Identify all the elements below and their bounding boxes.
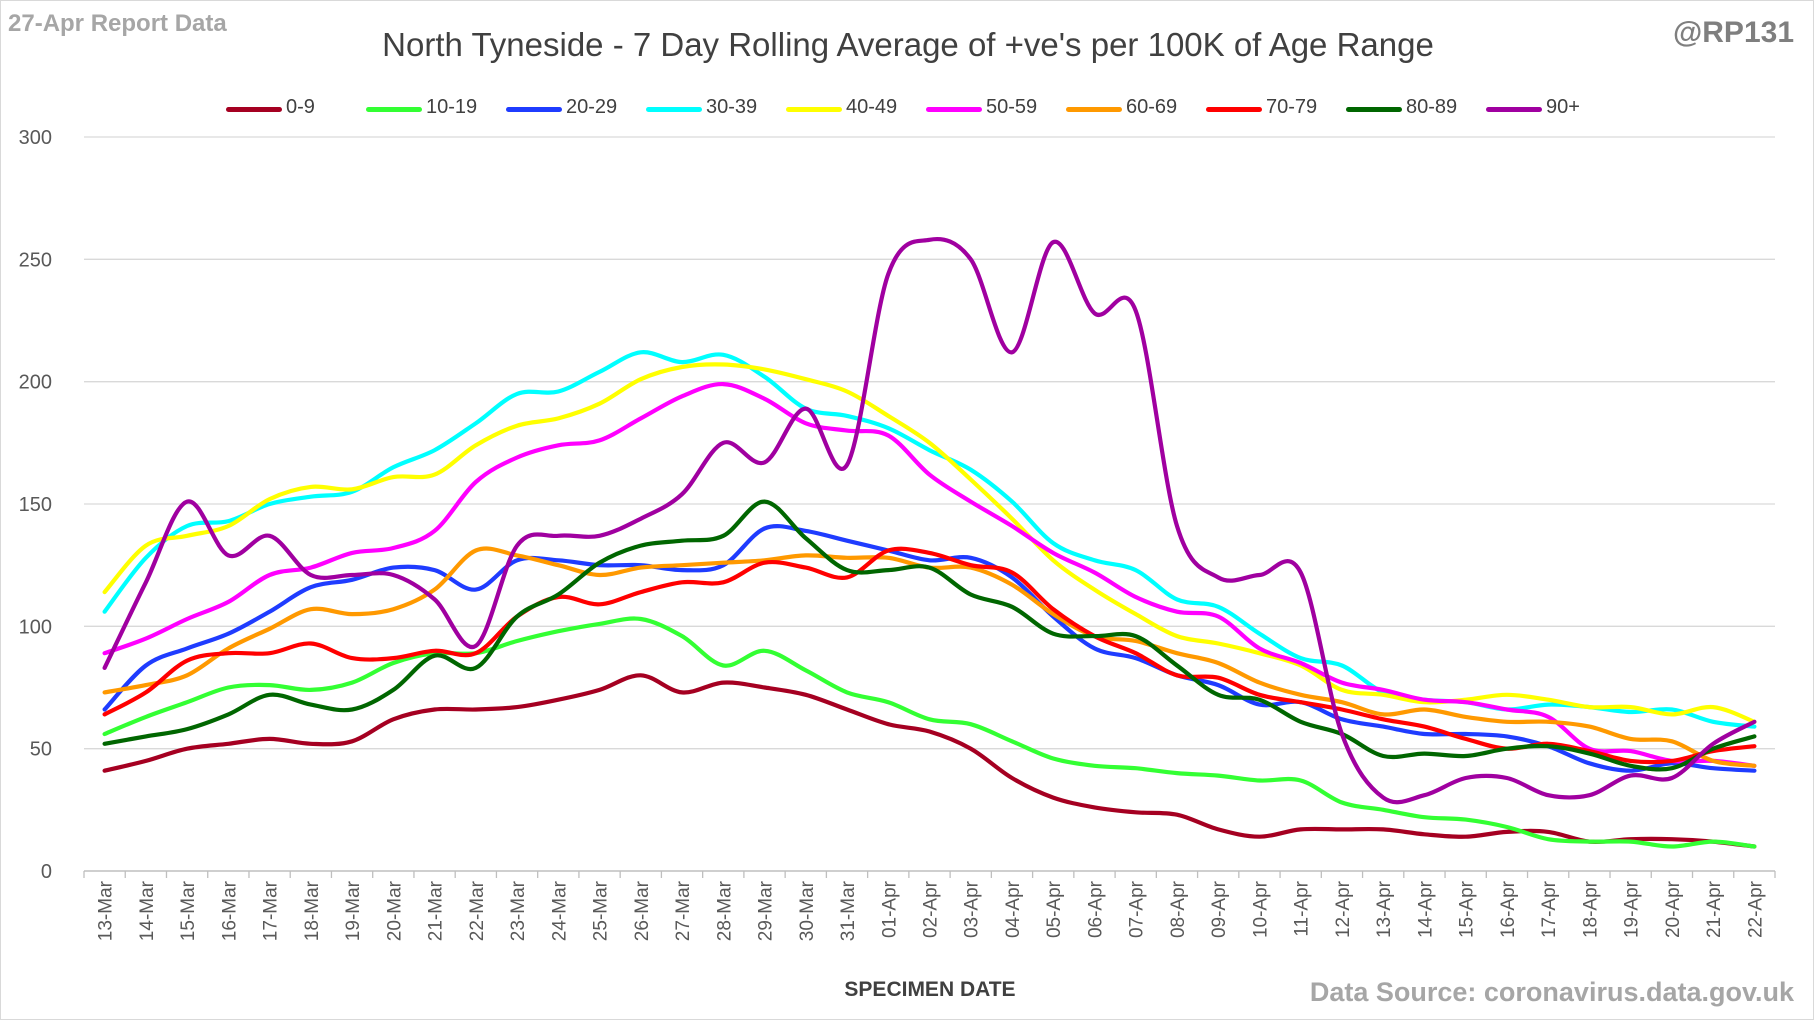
x-tick-label: 11-Apr bbox=[1292, 880, 1313, 936]
x-tick-label: 26-Mar bbox=[632, 880, 653, 941]
series-line-50-59 bbox=[102, 381, 1757, 768]
x-tick-label: 18-Apr bbox=[1580, 880, 1601, 938]
data-source-note: Data Source: coronavirus.data.gov.uk bbox=[1309, 977, 1794, 1007]
x-tick-label: 02-Apr bbox=[921, 880, 942, 938]
legend-label: 20-29 bbox=[566, 96, 618, 118]
x-tick-label: 06-Apr bbox=[1085, 880, 1106, 938]
y-tick-labels: 0 50 100 150 200 250 300 bbox=[19, 127, 52, 883]
legend-swatch bbox=[506, 107, 562, 112]
legend-label: 50-59 bbox=[986, 96, 1038, 118]
legend-swatch bbox=[366, 107, 422, 112]
x-tick-label: 04-Apr bbox=[1003, 880, 1024, 938]
chart-title: North Tyneside - 7 Day Rolling Average o… bbox=[382, 26, 1434, 63]
x-tick-label: 01-Apr bbox=[879, 880, 900, 938]
x-tick-label: 17-Apr bbox=[1539, 880, 1560, 938]
x-tick-label: 08-Apr bbox=[1168, 880, 1189, 938]
series-line-80-89 bbox=[102, 499, 1757, 772]
series-line-10-19 bbox=[102, 616, 1757, 849]
x-tick-label: 29-Mar bbox=[756, 880, 777, 941]
legend-swatch bbox=[1206, 107, 1262, 112]
x-tick-label: 12-Apr bbox=[1333, 880, 1354, 938]
x-tick-label: 19-Mar bbox=[343, 880, 364, 941]
legend-label: 80-89 bbox=[1406, 96, 1458, 118]
x-tick-label: 28-Mar bbox=[714, 880, 735, 941]
y-tick-label: 200 bbox=[19, 372, 52, 394]
legend-label: 10-19 bbox=[426, 96, 478, 118]
x-tick-label: 20-Apr bbox=[1663, 880, 1684, 938]
x-tick-label: 18-Mar bbox=[302, 880, 323, 941]
y-tick-label: 250 bbox=[19, 249, 52, 271]
series-line-90-plus bbox=[102, 237, 1757, 805]
legend-swatch bbox=[646, 107, 702, 112]
y-tick-label: 300 bbox=[19, 127, 52, 149]
x-tick-label: 19-Apr bbox=[1622, 880, 1643, 938]
series-line-0-9 bbox=[102, 673, 1757, 849]
x-tick-label: 23-Mar bbox=[508, 880, 529, 941]
series-lines bbox=[102, 237, 1757, 849]
legend-label: 70-79 bbox=[1266, 96, 1318, 118]
y-tick-label: 150 bbox=[19, 494, 52, 516]
x-tick-label: 22-Apr bbox=[1745, 880, 1766, 938]
x-tick-labels: 13-Mar 14-Mar 15-Mar 16-Mar 17-Mar 18-Mar 19-M… bbox=[96, 880, 1767, 941]
legend-swatch bbox=[1346, 107, 1402, 112]
series-line-20-29 bbox=[102, 524, 1757, 773]
series-line-70-79 bbox=[102, 546, 1757, 765]
x-tick-label: 20-Mar bbox=[384, 880, 405, 941]
x-axis-label: SPECIMEN DATE bbox=[844, 978, 1016, 1001]
legend-swatch bbox=[1486, 107, 1542, 112]
y-tick-label: 100 bbox=[19, 616, 52, 638]
grid-lines bbox=[84, 136, 1775, 750]
x-tick-label: 03-Apr bbox=[962, 880, 983, 938]
x-tick-label: 14-Mar bbox=[137, 880, 158, 941]
legend-label: 30-39 bbox=[706, 96, 758, 118]
x-tick-label: 31-Mar bbox=[838, 880, 859, 941]
legend-label: 60-69 bbox=[1126, 96, 1178, 118]
y-tick-label: 0 bbox=[41, 861, 52, 883]
legend-swatch bbox=[1066, 107, 1122, 112]
x-tick-label: 21-Apr bbox=[1704, 880, 1725, 938]
x-tick-label: 16-Mar bbox=[219, 880, 240, 941]
legend-label: 40-49 bbox=[846, 96, 898, 118]
x-tick-label: 24-Mar bbox=[549, 880, 570, 941]
legend-swatch bbox=[226, 107, 282, 112]
legend-swatch bbox=[926, 107, 982, 112]
x-tick-label: 22-Mar bbox=[467, 880, 488, 941]
x-tick-label: 21-Mar bbox=[426, 880, 447, 941]
x-tick-label: 15-Apr bbox=[1457, 880, 1478, 938]
y-tick-label: 50 bbox=[30, 739, 52, 761]
x-tick-label: 16-Apr bbox=[1498, 880, 1519, 938]
x-tick-label: 09-Apr bbox=[1209, 880, 1230, 938]
legend-label: 0-9 bbox=[286, 96, 315, 118]
series-line-30-39 bbox=[102, 350, 1757, 729]
x-tick-label: 13-Apr bbox=[1374, 880, 1395, 938]
x-tick-label: 05-Apr bbox=[1044, 880, 1065, 938]
author-handle: @RP131 bbox=[1673, 16, 1794, 49]
series-line-40-49 bbox=[102, 362, 1757, 724]
x-tick-label: 27-Mar bbox=[673, 880, 694, 941]
x-tick-label: 14-Apr bbox=[1415, 880, 1436, 938]
x-tick-label: 17-Mar bbox=[261, 880, 282, 941]
x-tick-label: 25-Mar bbox=[591, 880, 612, 941]
x-tick-label: 15-Mar bbox=[178, 880, 199, 941]
x-tick-label: 30-Mar bbox=[797, 880, 818, 941]
axes bbox=[83, 870, 1776, 878]
report-date-note: 27-Apr Report Data bbox=[8, 10, 227, 37]
legend-swatch bbox=[786, 107, 842, 112]
x-tick-label: 07-Apr bbox=[1127, 880, 1148, 938]
x-tick-label: 13-Mar bbox=[96, 880, 117, 941]
x-tick-label: 10-Apr bbox=[1250, 880, 1271, 938]
legend: 0-9 10-19 20-29 30-39 40-49 50-59 60-69 70-79 80… bbox=[0, 96, 1816, 122]
legend-label: 90+ bbox=[1546, 96, 1580, 118]
